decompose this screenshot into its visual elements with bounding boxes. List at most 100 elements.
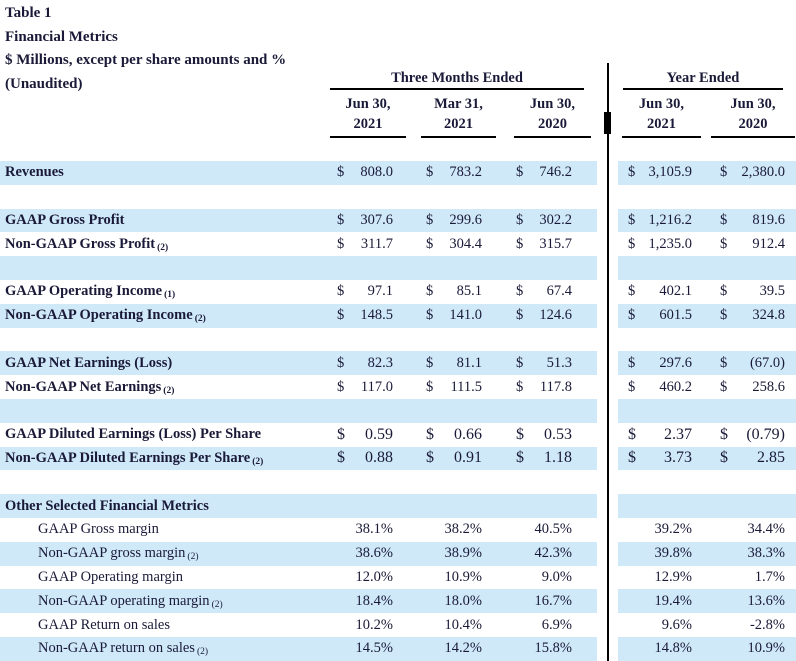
section-header-label: Other Selected Financial Metrics [5, 497, 209, 514]
spacer-row [0, 256, 796, 280]
percent-cell: 38.3% [747, 545, 785, 562]
dollar-sign: $ [337, 283, 345, 300]
footnote-marker: (2) [187, 552, 199, 563]
percent-cell: 15.8% [534, 640, 572, 657]
money-cell: $85.1 [426, 283, 482, 300]
dollar-sign: $ [628, 307, 636, 324]
dollar-sign: $ [628, 449, 636, 467]
dollar-sign: $ [516, 211, 524, 228]
dollar-sign: $ [337, 354, 345, 371]
dollar-sign: $ [337, 307, 345, 324]
footnote-marker: (2) [194, 314, 206, 325]
table-row-gaap-net-earnings: GAAP Net Earnings (Loss) $82.3 $81.1 $51… [0, 351, 796, 376]
dollar-sign: $ [720, 307, 728, 324]
row-label: GAAP Diluted Earnings (Loss) Per Share [5, 426, 262, 443]
section-header-other-selected-financial-metrics: Other Selected Financial Metrics [0, 494, 796, 518]
table-row-revenues: Revenues $808.0 $783.2 $746.2 $3,105.9 $… [0, 161, 796, 185]
money-cell: $0.88 [337, 449, 393, 467]
dollar-sign: $ [426, 283, 434, 300]
money-cell: $ (0.79) [720, 425, 785, 443]
dollar-sign: $ [516, 425, 524, 443]
money-cell: $1.18 [516, 449, 572, 467]
percent-cell: 39.8% [654, 545, 692, 562]
column-header-fy-jun-2021: Jun 30, 2021 [622, 92, 701, 138]
percent-cell: 10.2% [355, 616, 393, 633]
footnote-marker: (2) [196, 647, 209, 658]
percent-cell: 19.4% [654, 592, 692, 609]
dollar-sign: $ [426, 378, 434, 395]
table-row-non-gaap-operating-margin: Non-GAAP operating margin (2) 18.4% 18.0%… [0, 589, 796, 614]
money-cell: $3.73 [628, 449, 692, 467]
money-cell: $ (67.0) [720, 354, 785, 371]
dollar-sign: $ [337, 449, 345, 467]
dollar-sign: $ [426, 449, 434, 467]
column-header-fy-jun-2020: Jun 30, 2020 [711, 92, 795, 138]
money-cell: $302.2 [516, 211, 572, 228]
percent-cell: 38.6% [355, 545, 393, 562]
footnote-marker: (1) [164, 290, 176, 301]
dollar-sign: $ [337, 235, 345, 252]
money-cell: $402.1 [628, 283, 692, 300]
money-cell: $912.4 [720, 235, 785, 252]
money-cell: $0.53 [516, 425, 572, 443]
money-cell: $2.85 [720, 449, 785, 467]
money-cell: $304.4 [426, 235, 482, 252]
money-cell: $117.0 [337, 378, 393, 395]
percent-cell: 9.0% [541, 568, 572, 585]
dollar-sign: $ [628, 425, 636, 443]
dollar-sign: $ [426, 235, 434, 252]
column-header-q-mar-2021: Mar 31, 2021 [421, 92, 496, 138]
money-cell: $82.3 [337, 354, 393, 371]
money-cell: $51.3 [516, 354, 572, 371]
dollar-sign: $ [720, 164, 728, 181]
dollar-sign: $ [337, 378, 345, 395]
row-label: Non-GAAP Gross Profit (2) [5, 235, 169, 253]
percent-cell: 10.4% [444, 616, 482, 633]
unaudited-note: (Unaudited) [5, 75, 83, 92]
spacer-row [0, 470, 796, 494]
dollar-sign: $ [516, 283, 524, 300]
row-label: Non-GAAP Operating Income (2) [5, 307, 206, 325]
row-label: GAAP Operating Income (1) [5, 283, 176, 301]
percent-cell: 39.2% [654, 521, 692, 538]
dollar-sign: $ [628, 283, 636, 300]
dollar-sign: $ [426, 211, 434, 228]
dollar-sign: $ [516, 235, 524, 252]
money-cell: $141.0 [426, 307, 482, 324]
units-note: $ Millions, except per share amounts and… [5, 52, 287, 68]
percent-cell: 10.9% [444, 568, 482, 585]
percent-cell: -2.8% [749, 616, 785, 633]
column-header-year: 2021 [353, 116, 383, 132]
percent-cell: 1.7% [754, 568, 785, 585]
dollar-sign: $ [337, 425, 345, 443]
footnote-marker: (2) [211, 599, 223, 610]
percent-cell: 34.4% [747, 521, 785, 538]
dollar-sign: $ [426, 164, 434, 181]
table-row-gaap-operating-margin: GAAP Operating margin 12.0% 10.9% 9.0% 1… [0, 566, 796, 590]
column-header-month: Mar 31, [434, 96, 483, 112]
money-cell: $39.5 [720, 283, 785, 300]
percent-cell: 12.9% [654, 568, 692, 585]
column-header-year: 2021 [647, 116, 676, 132]
dollar-sign: $ [337, 211, 345, 228]
money-cell: $315.7 [516, 235, 572, 252]
money-cell: $0.59 [337, 425, 393, 443]
dollar-sign: $ [628, 164, 636, 181]
column-header-q-jun-2021: Jun 30, 2021 [330, 92, 406, 138]
table-row-gaap-operating-income: GAAP Operating Income (1) $97.1 $85.1 $67… [0, 280, 796, 304]
section-divider-line [607, 63, 609, 661]
dollar-sign: $ [628, 354, 636, 371]
footnote-marker: (2) [157, 242, 169, 253]
dollar-sign: $ [516, 378, 524, 395]
dollar-sign: $ [516, 164, 524, 181]
percent-cell: 18.4% [355, 592, 393, 609]
section-divider-thick-mark [604, 112, 611, 134]
percent-cell: 38.9% [444, 545, 482, 562]
row-label: Non-GAAP Net Earnings (2) [5, 378, 175, 396]
money-cell: $299.6 [426, 211, 482, 228]
percent-cell: 9.6% [661, 616, 692, 633]
percent-cell: 13.6% [747, 592, 785, 609]
row-label: Non-GAAP Diluted Earnings Per Share (2) [5, 449, 264, 467]
percent-cell: 6.9% [541, 616, 572, 633]
